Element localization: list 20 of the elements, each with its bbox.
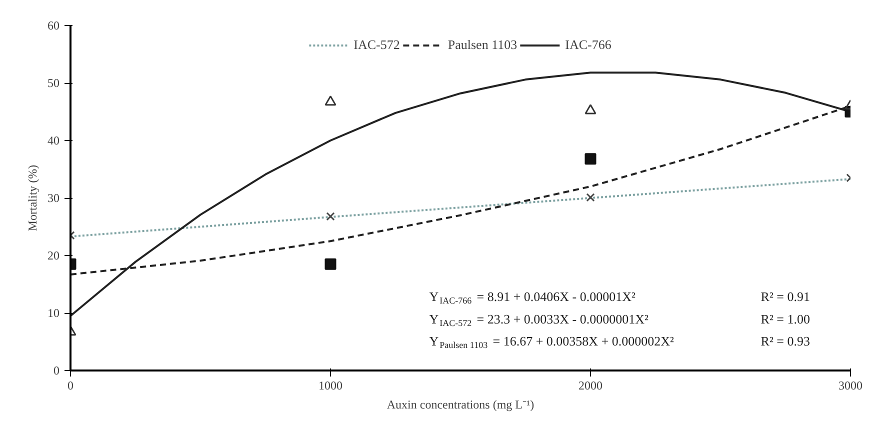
annotation: R² = 0.93	[760, 334, 810, 349]
y-tick-label: 30	[48, 191, 60, 205]
y-axis-title: Mortality (%)	[26, 164, 40, 232]
x-tick-label: 3000	[838, 378, 862, 392]
legend-label: IAC-766	[565, 37, 612, 53]
y-tick-label: 10	[48, 306, 60, 320]
annotation: R² = 1.00	[760, 311, 810, 326]
x-tick-label: 1000	[318, 378, 342, 392]
y-tick-label: 60	[48, 18, 60, 32]
x-tick-label: 2000	[578, 378, 602, 392]
legend-label: IAC-572	[354, 37, 400, 53]
y-tick-label: 50	[48, 76, 60, 90]
legend-label: Paulsen 1103	[448, 37, 518, 53]
y-tick-label: 0	[54, 364, 60, 378]
x-tick-label: 0	[68, 378, 74, 392]
x-axis-title: Auxin concentrations (mg L⁻¹)	[386, 398, 534, 412]
y-tick-label: 20	[48, 248, 60, 262]
y-tick-label: 40	[48, 134, 60, 148]
line-series	[70, 178, 850, 238]
annotation: R² = 0.91	[760, 288, 810, 304]
